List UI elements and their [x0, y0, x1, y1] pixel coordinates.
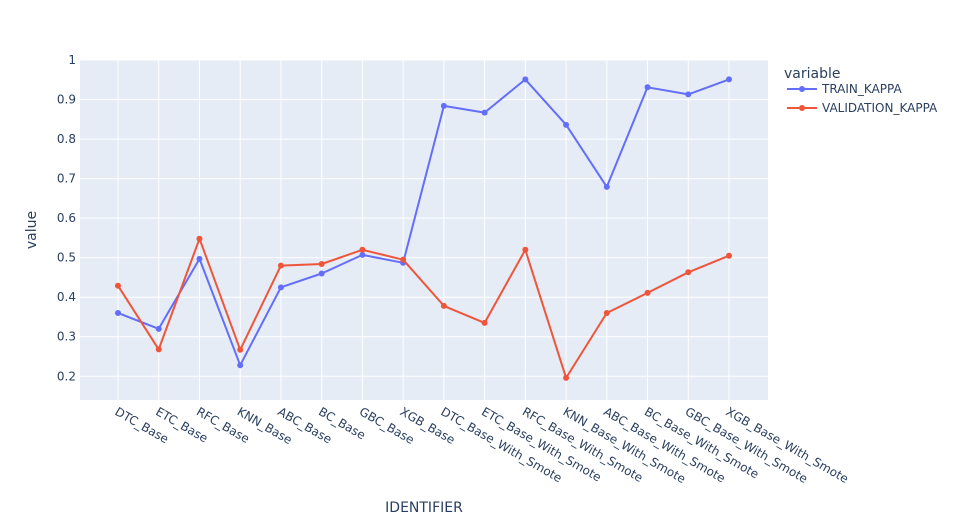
data-point-train-kappa[interactable] — [685, 91, 692, 98]
data-point-train-kappa[interactable] — [481, 109, 488, 116]
y-tick-label: 0.2 — [57, 369, 76, 383]
data-point-train-kappa[interactable] — [196, 255, 203, 262]
data-point-validation-kappa[interactable] — [400, 256, 407, 263]
data-point-validation-kappa[interactable] — [563, 374, 570, 381]
data-point-train-kappa[interactable] — [237, 362, 244, 369]
legend[interactable]: variable TRAIN_KAPPA VALIDATION_KAPPA — [784, 66, 938, 115]
y-tick-label: 0.7 — [57, 172, 76, 186]
data-point-train-kappa[interactable] — [603, 183, 610, 190]
y-tick-label: 0.8 — [57, 132, 76, 146]
data-point-train-kappa[interactable] — [277, 284, 284, 291]
data-point-validation-kappa[interactable] — [115, 282, 121, 289]
y-tick-label: 0.6 — [57, 211, 76, 225]
data-point-validation-kappa[interactable] — [440, 302, 447, 309]
series-lines — [115, 76, 732, 381]
legend-swatch-marker — [799, 86, 805, 92]
data-point-validation-kappa[interactable] — [481, 319, 488, 326]
data-point-train-kappa[interactable] — [155, 325, 162, 332]
legend-label: VALIDATION_KAPPA — [822, 101, 938, 115]
legend-item-train-kappa[interactable]: TRAIN_KAPPA — [787, 82, 902, 96]
data-point-validation-kappa[interactable] — [644, 289, 651, 296]
data-point-train-kappa[interactable] — [115, 310, 121, 317]
y-tick-label: 1 — [68, 53, 76, 67]
data-point-validation-kappa[interactable] — [277, 262, 284, 269]
data-point-validation-kappa[interactable] — [685, 269, 692, 276]
y-tick-label: 0.4 — [57, 290, 76, 304]
y-axis-ticks: 0.2 0.3 0.4 0.5 0.6 0.7 0.8 0.9 1 — [57, 53, 76, 383]
legend-swatch-marker — [799, 105, 805, 111]
series-line-validation-kappa[interactable] — [117, 237, 730, 379]
data-point-train-kappa[interactable] — [522, 76, 529, 83]
data-point-validation-kappa[interactable] — [196, 235, 203, 242]
y-tick-label: 0.3 — [57, 330, 76, 344]
grid — [80, 59, 768, 400]
legend-item-validation-kappa[interactable]: VALIDATION_KAPPA — [787, 101, 938, 115]
y-tick-label: 0.9 — [57, 93, 76, 107]
data-point-validation-kappa[interactable] — [522, 246, 529, 253]
y-tick-label: 0.5 — [57, 251, 76, 265]
data-point-train-kappa[interactable] — [440, 102, 447, 109]
data-point-train-kappa[interactable] — [359, 251, 366, 258]
legend-title: variable — [784, 66, 840, 82]
data-point-validation-kappa[interactable] — [603, 310, 610, 317]
data-point-train-kappa[interactable] — [726, 76, 732, 83]
data-point-validation-kappa[interactable] — [726, 252, 732, 259]
data-point-validation-kappa[interactable] — [359, 246, 366, 253]
plot-background — [80, 60, 768, 400]
y-axis-title: value — [24, 211, 40, 249]
data-point-train-kappa[interactable] — [644, 84, 651, 91]
data-point-train-kappa[interactable] — [563, 121, 570, 128]
data-point-train-kappa[interactable] — [318, 270, 325, 277]
data-point-validation-kappa[interactable] — [237, 346, 244, 353]
x-axis-title: IDENTIFIER — [385, 500, 463, 516]
data-point-validation-kappa[interactable] — [155, 346, 162, 353]
series-line-train-kappa[interactable] — [117, 78, 730, 367]
legend-label: TRAIN_KAPPA — [821, 82, 902, 96]
data-point-validation-kappa[interactable] — [318, 261, 325, 267]
x-axis-ticks: DTC_BaseETC_BaseRFC_BaseKNN_BaseABC_Base… — [113, 404, 851, 486]
